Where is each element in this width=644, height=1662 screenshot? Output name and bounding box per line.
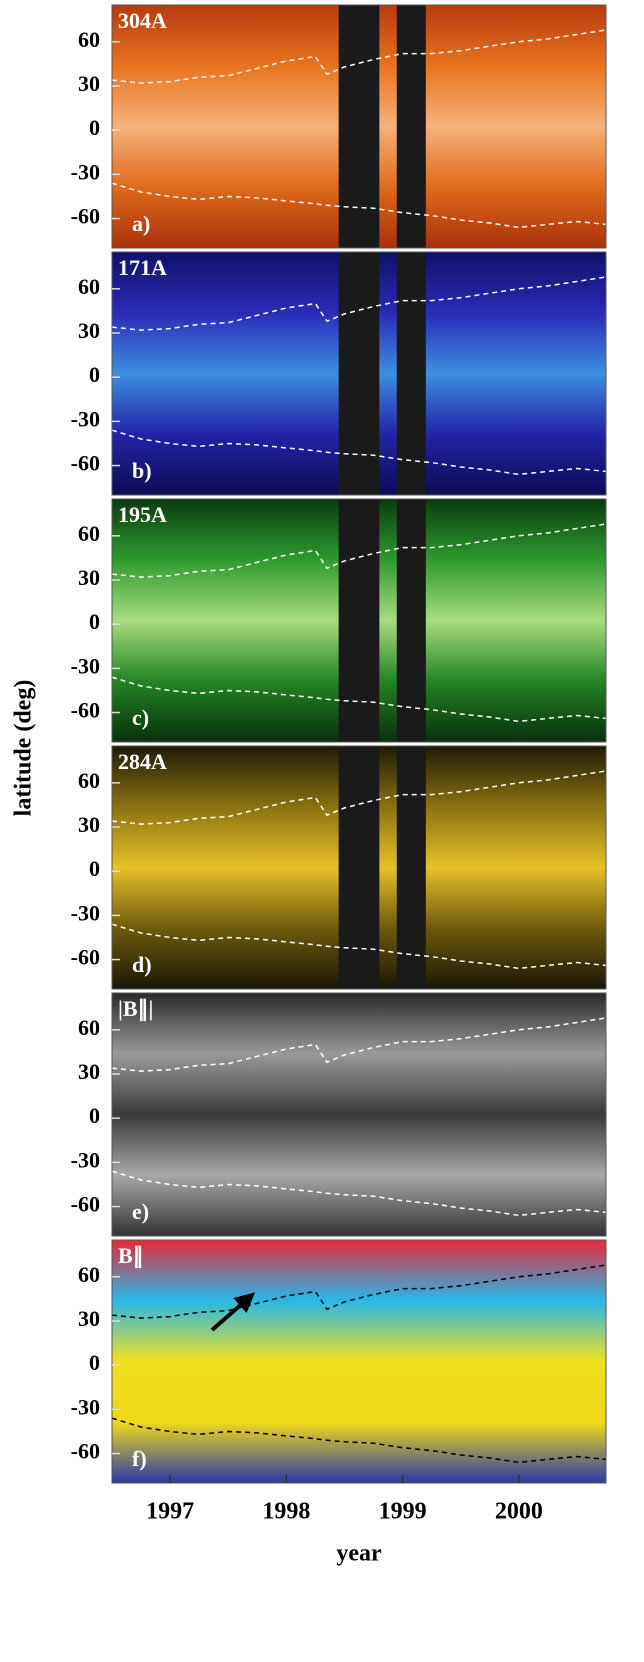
y-tick-label: -30 (71, 159, 100, 184)
y-tick-label: 60 (78, 521, 100, 546)
boundary-line (111, 1264, 607, 1319)
y-tick-label: 30 (78, 318, 100, 343)
y-tick-label: 30 (78, 565, 100, 590)
y-tick-label: -30 (71, 406, 100, 431)
boundary-line (111, 29, 607, 84)
boundary-line (111, 1417, 607, 1464)
boundary-line (111, 523, 607, 578)
panel-frame (111, 4, 607, 249)
y-tick-label: 60 (78, 1262, 100, 1287)
panel-label: d) (132, 952, 152, 977)
panel-frame (111, 992, 607, 1237)
x-tick-label: 1998 (262, 1499, 310, 1525)
y-tick-label: -60 (71, 1192, 100, 1217)
y-tick-label: 0 (89, 362, 100, 387)
y-tick-label: -60 (71, 204, 100, 229)
boundary-line (111, 1017, 607, 1072)
panel-label: c) (132, 705, 149, 730)
y-tick-label: 60 (78, 274, 100, 299)
y-tick-label: 0 (89, 609, 100, 634)
boundary-line (111, 276, 607, 331)
data-gap (338, 252, 380, 495)
panel-label: b) (132, 458, 152, 483)
y-tick-label: 60 (78, 27, 100, 52)
panel-frame (111, 1239, 607, 1484)
y-tick-label: 60 (78, 1015, 100, 1040)
boundary-line (111, 182, 607, 229)
y-tick-label: 30 (78, 71, 100, 96)
y-tick-label: -30 (71, 1394, 100, 1419)
y-tick-label: 30 (78, 812, 100, 837)
y-tick-label: 60 (78, 768, 100, 793)
heatmap-background (112, 993, 606, 1236)
boundary-line (111, 770, 607, 825)
y-tick-label: 0 (89, 115, 100, 140)
panel-label: e) (132, 1199, 149, 1224)
x-tick-label: 2000 (495, 1499, 543, 1525)
heatmap-background (112, 1240, 606, 1483)
panel-title: |B∥| (118, 996, 153, 1022)
data-gap (396, 252, 426, 495)
data-gap (338, 746, 380, 989)
panel-title: 304A (118, 8, 167, 33)
data-gap (338, 499, 380, 742)
panel-title: 171A (118, 255, 167, 280)
y-axis-label: latitude (deg) (11, 680, 37, 817)
y-tick-label: 30 (78, 1059, 100, 1084)
boundary-line (111, 923, 607, 970)
data-gap (396, 746, 426, 989)
y-tick-label: 0 (89, 1103, 100, 1128)
y-tick-label: -60 (71, 698, 100, 723)
data-gap (396, 5, 426, 248)
y-tick-label: 30 (78, 1306, 100, 1331)
y-tick-label: -60 (71, 451, 100, 476)
panel-title: B∥ (118, 1243, 144, 1269)
panel-frame (111, 745, 607, 990)
x-axis-label: year (336, 1541, 382, 1567)
panel-frame (111, 251, 607, 496)
y-tick-label: 0 (89, 1350, 100, 1375)
y-tick-label: -60 (71, 1439, 100, 1464)
boundary-line (111, 1170, 607, 1217)
panel-title: 195A (118, 502, 167, 527)
data-gap (338, 5, 380, 248)
x-tick-label: 1999 (379, 1499, 427, 1525)
boundary-line (111, 429, 607, 476)
data-gap (396, 499, 426, 742)
y-tick-label: -60 (71, 945, 100, 970)
y-tick-label: -30 (71, 900, 100, 925)
boundary-line (111, 676, 607, 723)
panel-title: 284A (118, 749, 167, 774)
y-tick-label: -30 (71, 653, 100, 678)
panel-label: f) (132, 1446, 147, 1471)
y-tick-label: 0 (89, 856, 100, 881)
annotation-arrow (210, 1292, 256, 1332)
panel-frame (111, 498, 607, 743)
x-tick-label: 1997 (146, 1499, 194, 1525)
y-tick-label: -30 (71, 1147, 100, 1172)
panel-label: a) (132, 211, 150, 236)
